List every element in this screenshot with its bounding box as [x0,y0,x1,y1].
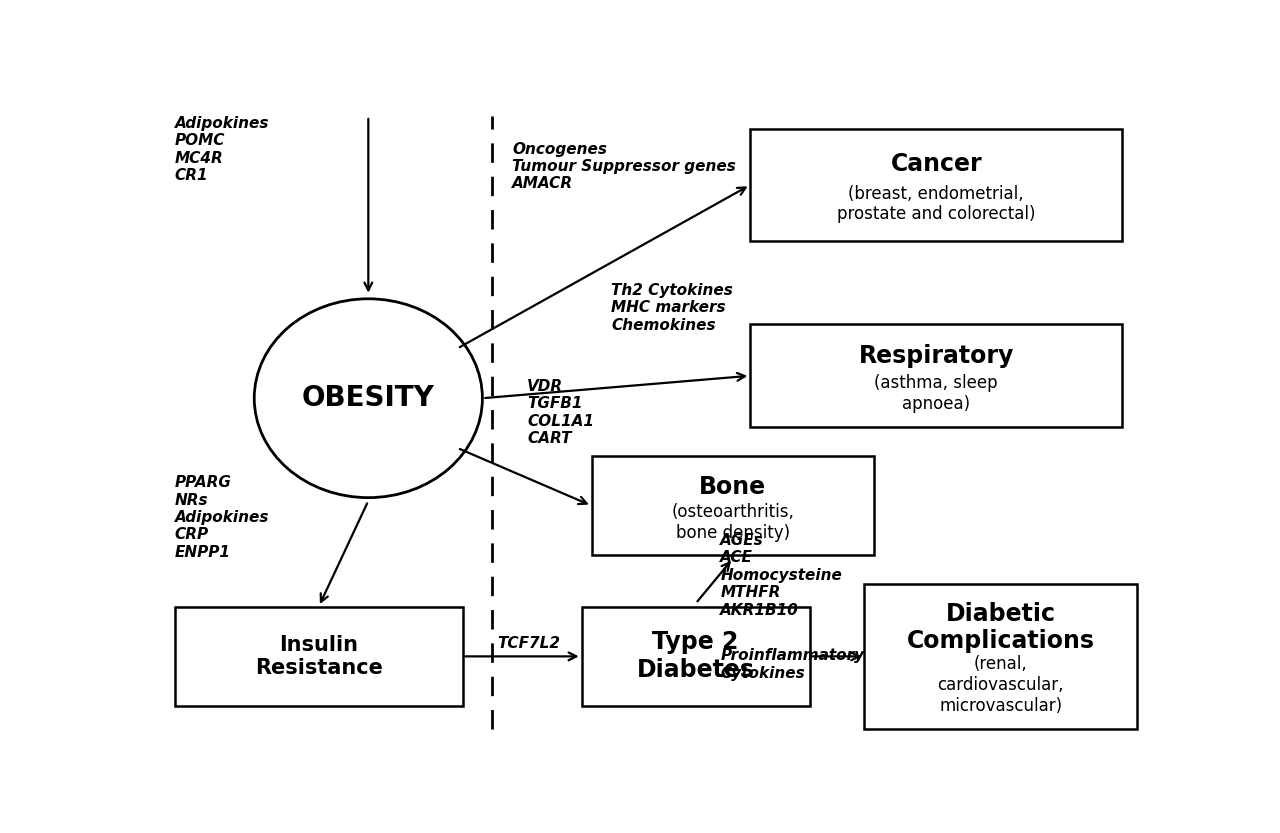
Text: (breast, endometrial,
prostate and colorectal): (breast, endometrial, prostate and color… [837,185,1036,223]
FancyBboxPatch shape [864,584,1137,729]
Text: (osteoarthritis,
bone density): (osteoarthritis, bone density) [672,503,795,542]
Text: (asthma, sleep
apnoea): (asthma, sleep apnoea) [874,374,998,412]
FancyBboxPatch shape [591,456,874,556]
Text: VDR
TGFB1
COL1A1
CART: VDR TGFB1 COL1A1 CART [527,379,594,446]
Text: Diabetic
Complications: Diabetic Complications [906,601,1094,653]
Text: AGEs
ACE
Homocysteine
MTHFR
AKR1B10: AGEs ACE Homocysteine MTHFR AKR1B10 [721,533,842,617]
Text: Cancer: Cancer [891,152,982,176]
FancyBboxPatch shape [750,325,1123,427]
Text: PPARG
NRs
Adipokines
CRP
ENPP1: PPARG NRs Adipokines CRP ENPP1 [175,475,269,560]
FancyBboxPatch shape [581,606,810,706]
FancyBboxPatch shape [175,606,462,706]
Text: Th2 Cytokines
MHC markers
Chemokines: Th2 Cytokines MHC markers Chemokines [612,282,733,332]
Text: Respiratory: Respiratory [859,344,1014,368]
Text: OBESITY: OBESITY [302,384,435,412]
Text: Insulin
Resistance: Insulin Resistance [255,635,383,678]
Text: (renal,
cardiovascular,
microvascular): (renal, cardiovascular, microvascular) [937,656,1064,715]
Text: TCF7L2: TCF7L2 [498,636,561,651]
Text: Bone: Bone [699,475,767,499]
Text: Type 2
Diabetes: Type 2 Diabetes [636,631,755,682]
Ellipse shape [255,299,483,497]
Text: Proinflammatory
Cytokines: Proinflammatory Cytokines [721,648,864,681]
Text: Oncogenes
Tumour Suppressor genes
AMACR: Oncogenes Tumour Suppressor genes AMACR [512,142,736,192]
Text: Adipokines
POMC
MC4R
CR1: Adipokines POMC MC4R CR1 [175,116,269,183]
FancyBboxPatch shape [750,129,1123,241]
